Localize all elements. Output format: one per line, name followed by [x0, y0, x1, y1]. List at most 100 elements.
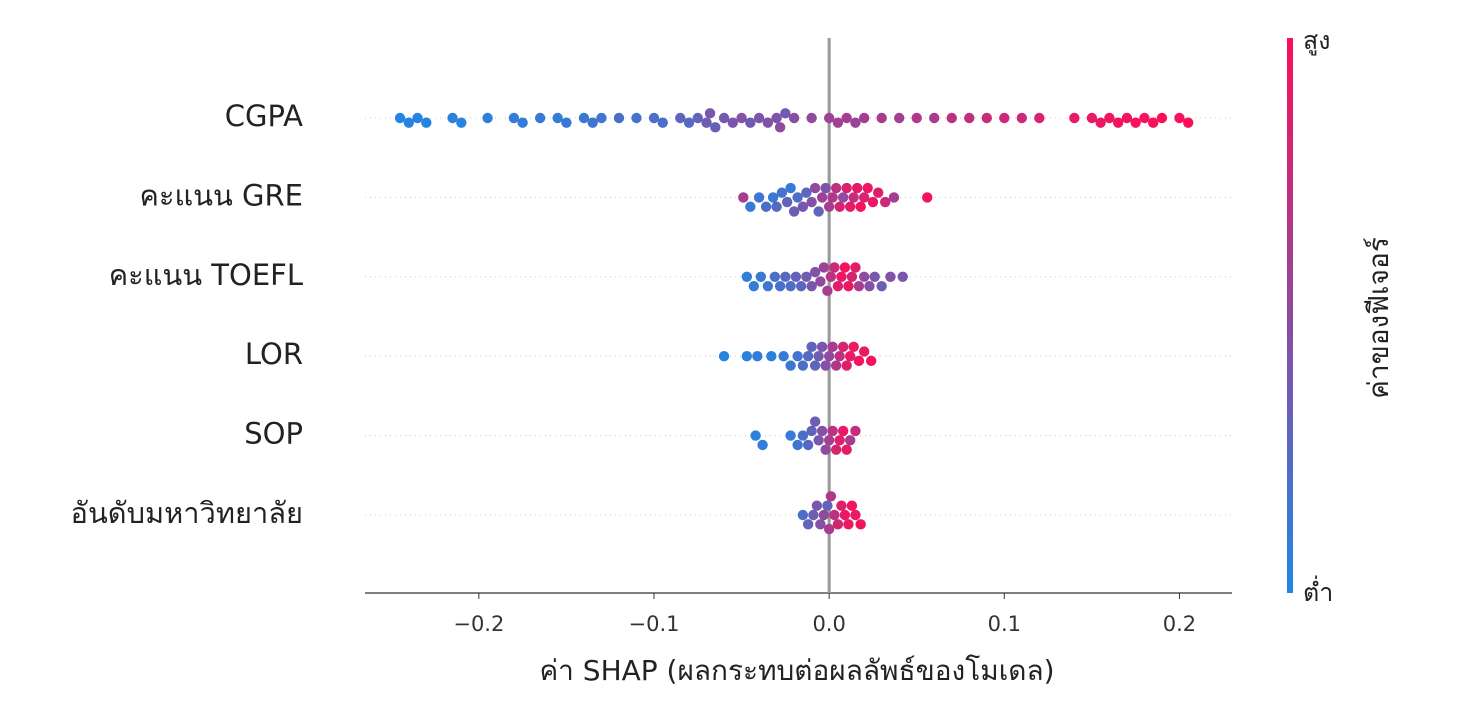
- shap-point: [827, 425, 838, 437]
- shap-point: [850, 509, 861, 521]
- shap-point: [631, 112, 642, 124]
- x-tick-label: 0.2: [1163, 612, 1196, 636]
- shap-point: [836, 500, 847, 511]
- shap-point: [675, 112, 686, 124]
- x-tick-label: 0.1: [988, 612, 1021, 636]
- row-label: CGPA: [225, 99, 303, 133]
- shap-point: [843, 280, 854, 292]
- shap-point: [657, 117, 668, 128]
- shap-point: [808, 509, 819, 521]
- shap-point: [774, 122, 786, 133]
- shap-point: [816, 425, 828, 437]
- shap-point: [776, 187, 788, 198]
- shap-point: [587, 117, 598, 128]
- shap-point: [701, 117, 712, 128]
- shap-point: [1156, 112, 1168, 124]
- shap-point: [762, 280, 774, 292]
- shap-point: [999, 112, 1010, 124]
- shap-point: [806, 196, 817, 208]
- shap-point: [561, 117, 572, 128]
- shap-point: [1183, 117, 1194, 128]
- shap-point: [946, 112, 957, 124]
- shap-point: [888, 192, 900, 203]
- shap-point: [683, 117, 695, 128]
- shap-point: [517, 117, 528, 128]
- shap-point: [841, 360, 852, 371]
- shap-point: [885, 271, 896, 282]
- shap-point: [447, 112, 458, 124]
- shap-point: [456, 117, 467, 128]
- shap-point: [412, 112, 423, 124]
- shap-point: [806, 112, 817, 124]
- shap-point: [832, 519, 844, 530]
- shap-point: [829, 509, 840, 521]
- shap-point: [760, 201, 772, 212]
- shap-point: [797, 360, 809, 371]
- shap-point: [802, 439, 814, 451]
- shap-point: [801, 187, 812, 198]
- shap-point: [1147, 117, 1159, 128]
- shap-point: [858, 271, 870, 282]
- shap-point: [822, 500, 833, 511]
- shap-point: [704, 108, 716, 119]
- shap-point: [832, 280, 844, 292]
- shap-point: [820, 182, 831, 194]
- shap-point: [809, 266, 821, 278]
- shap-point: [839, 262, 851, 273]
- shap-point: [815, 519, 826, 530]
- shap-point: [1121, 112, 1133, 124]
- shap-point: [781, 196, 793, 208]
- shap-point: [850, 117, 861, 128]
- shap-point: [785, 430, 796, 441]
- shap-point: [692, 112, 703, 124]
- shap-point: [785, 182, 796, 194]
- shap-point: [802, 351, 814, 362]
- x-axis-title: ค่า SHAP (ผลกระทบต่อผลลัพธ์ของโมเดล): [539, 654, 1054, 687]
- shap-point: [795, 280, 807, 292]
- shap-point: [876, 112, 887, 124]
- shap-point: [753, 192, 765, 203]
- shap-point: [841, 444, 852, 455]
- shap-point: [648, 112, 660, 124]
- shap-point: [710, 122, 721, 133]
- shap-point: [718, 351, 730, 362]
- shap-point: [785, 280, 796, 292]
- shap-point: [869, 271, 880, 282]
- shap-point: [841, 112, 852, 124]
- shap-point: [827, 341, 838, 353]
- shap-point: [839, 509, 851, 521]
- shap-point: [841, 182, 852, 194]
- shap-point: [745, 201, 756, 212]
- shap-point: [818, 509, 830, 521]
- shap-point: [792, 439, 803, 451]
- shap-point: [482, 112, 493, 124]
- shap-point: [929, 112, 940, 124]
- shap-point: [762, 117, 774, 128]
- colorbar-high-label: สูง: [1303, 26, 1330, 56]
- shap-point: [816, 341, 828, 353]
- shap-point: [806, 280, 817, 292]
- shap-point: [578, 112, 590, 124]
- shap-point: [806, 341, 817, 353]
- shap-point: [774, 280, 786, 292]
- shap-point: [741, 351, 753, 362]
- shap-point: [820, 360, 831, 371]
- colorbar: [1287, 38, 1293, 593]
- shap-point: [837, 192, 849, 203]
- shap-point: [880, 196, 891, 208]
- shap-point: [736, 112, 747, 124]
- row-label: อันดับมหาวิทยาลัย: [71, 496, 303, 530]
- shap-point: [797, 430, 809, 441]
- shap-point: [834, 201, 845, 212]
- shap-point: [825, 271, 837, 282]
- shap-point: [867, 196, 879, 208]
- shap-point: [815, 276, 826, 287]
- shap-point: [844, 201, 856, 212]
- x-tick-label: 0.0: [812, 612, 845, 636]
- shap-point: [830, 182, 842, 194]
- shap-point: [767, 192, 779, 203]
- shap-point: [830, 360, 842, 371]
- x-tick-label: −0.1: [629, 612, 680, 636]
- shap-point: [727, 117, 739, 128]
- shap-point: [818, 262, 830, 273]
